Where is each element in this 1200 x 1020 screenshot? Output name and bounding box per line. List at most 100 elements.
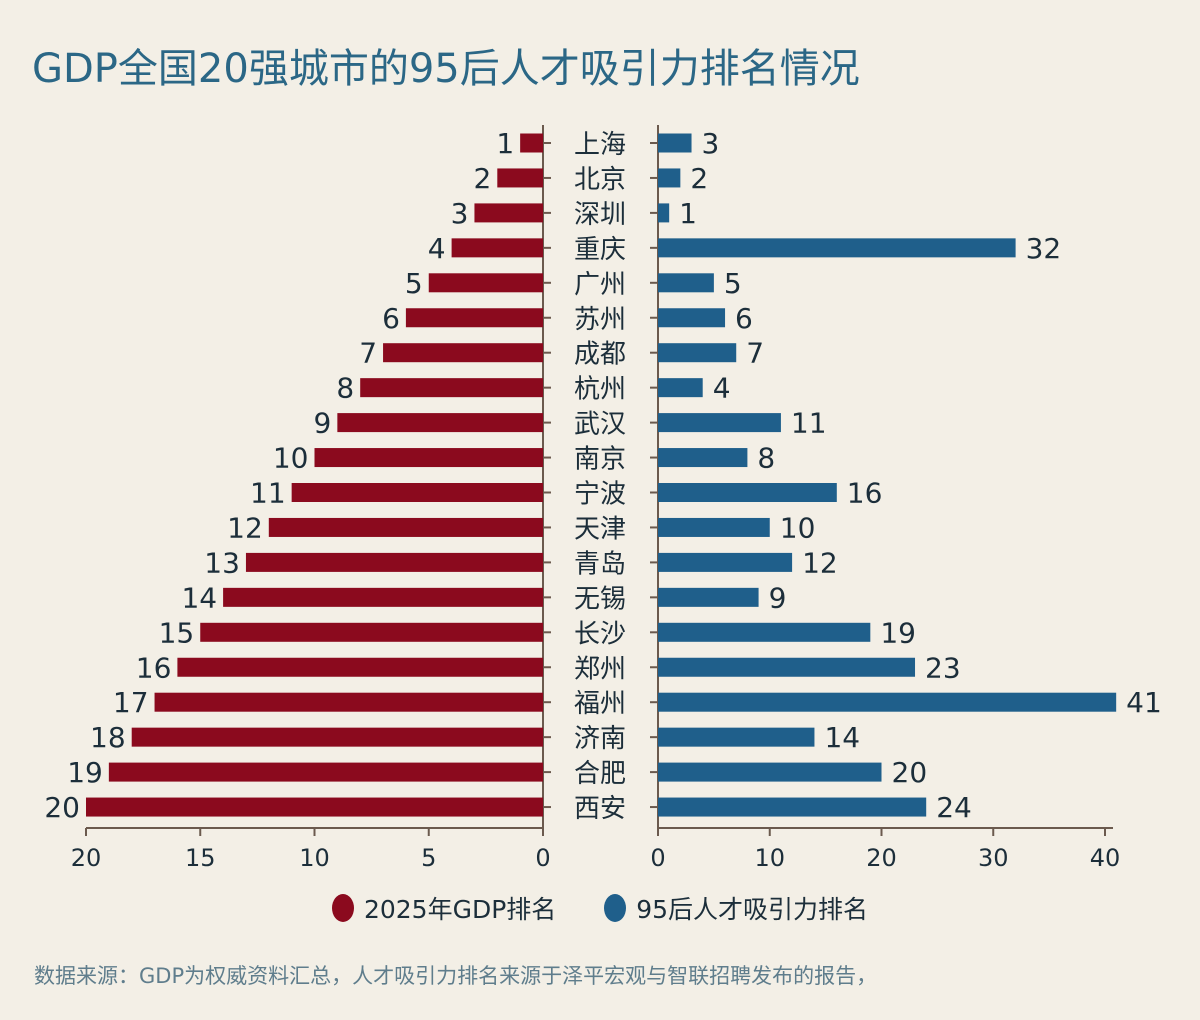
right-x-tick-label: 0 [650, 844, 665, 872]
gdp-data-label: 4 [428, 232, 446, 265]
gdp-data-label: 3 [451, 197, 469, 230]
gdp-bar [86, 797, 543, 817]
talent-bar [658, 273, 714, 293]
talent-bar [658, 797, 927, 817]
talent-bar [658, 238, 1016, 258]
talent-data-label: 3 [702, 127, 720, 160]
gdp-data-label: 11 [250, 477, 286, 510]
talent-data-label: 9 [769, 581, 787, 614]
gdp-data-label: 17 [113, 686, 149, 719]
gdp-bar [291, 483, 543, 502]
gdp-data-label: 19 [67, 756, 103, 789]
talent-bar [658, 587, 759, 607]
talent-bar [658, 413, 781, 433]
legend-label-gdp: 2025年GDP排名 [363, 895, 557, 924]
city-label: 成都 [574, 340, 626, 370]
gdp-bar [337, 413, 543, 433]
gdp-data-label: 15 [159, 616, 195, 649]
talent-data-label: 4 [713, 372, 731, 405]
city-label: 广州 [574, 270, 626, 300]
legend-label-talent: 95后人才吸引力排名 [636, 895, 869, 924]
talent-data-label: 32 [1026, 232, 1062, 265]
city-label: 宁波 [574, 480, 626, 510]
city-label: 青岛 [574, 549, 626, 579]
gdp-data-label: 7 [359, 337, 377, 370]
talent-data-label: 10 [780, 511, 816, 544]
source-note: 数据来源：GDP为权威资料汇总，人才吸引力排名来源于泽平宏观与智联招聘发布的报告… [34, 964, 878, 988]
talent-bar [658, 168, 681, 188]
legend-item-gdp: 2025年GDP排名 [331, 890, 557, 926]
right-x-tick-label: 20 [866, 844, 897, 872]
gdp-bar [314, 448, 543, 468]
city-label: 合肥 [574, 759, 626, 789]
city-label: 杭州 [574, 375, 626, 405]
talent-data-label: 24 [936, 791, 972, 824]
talent-bar [658, 552, 793, 572]
right-x-tick-label: 10 [754, 844, 785, 872]
city-label: 无锡 [574, 584, 626, 614]
talent-data-label: 41 [1126, 686, 1162, 719]
talent-bar [658, 378, 703, 398]
talent-data-label: 8 [757, 442, 775, 475]
talent-bar [658, 762, 882, 782]
talent-data-label: 7 [746, 337, 764, 370]
gdp-data-label: 14 [181, 581, 217, 614]
city-label: 西安 [574, 794, 626, 824]
legend-swatch-talent [604, 894, 627, 922]
right-x-tick-label: 40 [1090, 844, 1121, 872]
gdp-data-label: 16 [136, 651, 172, 684]
gdp-data-label: 1 [496, 127, 514, 160]
talent-bar [658, 657, 916, 677]
legend-item-talent: 95后人才吸引力排名 [604, 890, 868, 926]
gdp-data-label: 5 [405, 267, 423, 300]
gdp-data-label: 12 [227, 511, 263, 544]
talent-bar [658, 203, 670, 223]
left-x-tick-label: 0 [535, 844, 550, 872]
left-x-tick-label: 20 [71, 844, 102, 872]
gdp-data-label: 6 [382, 302, 400, 335]
talent-data-label: 14 [824, 721, 860, 754]
talent-data-label: 12 [802, 546, 838, 579]
city-label: 武汉 [574, 410, 626, 440]
left-x-tick-label: 15 [185, 844, 216, 872]
left-x-tick-label: 10 [299, 844, 330, 872]
gdp-bar [520, 133, 543, 153]
city-label: 苏州 [574, 305, 626, 335]
talent-data-label: 16 [847, 477, 883, 510]
gdp-data-label: 9 [314, 407, 332, 440]
talent-bar [658, 692, 1117, 712]
gdp-bar [108, 762, 543, 782]
city-label: 郑州 [574, 654, 626, 684]
gdp-bar [383, 343, 543, 363]
city-label: 深圳 [574, 200, 626, 230]
city-label: 上海 [574, 130, 626, 160]
talent-bar [658, 343, 737, 363]
chart-area: 1 上海 32 北京 23 深圳 14 重庆 325 广州 56 苏州 67 成都 78 杭州 49 武汉 1110… [44, 125, 1162, 872]
gdp-data-label: 13 [204, 546, 240, 579]
talent-bar [658, 483, 837, 502]
talent-data-label: 6 [735, 302, 753, 335]
gdp-bar [131, 727, 543, 747]
chart-title: GDP全国20强城市的95后人才吸引力排名情况 [32, 46, 860, 92]
city-label: 济南 [574, 724, 626, 754]
city-label: 天津 [574, 514, 626, 544]
talent-bar [658, 448, 748, 468]
gdp-bar [223, 587, 543, 607]
left-x-tick-label: 5 [421, 844, 436, 872]
talent-data-label: 2 [690, 162, 708, 195]
gdp-data-label: 18 [90, 721, 126, 754]
right-x-tick-label: 30 [978, 844, 1009, 872]
talent-data-label: 11 [791, 407, 827, 440]
gdp-bar [451, 238, 543, 258]
gdp-bar [177, 657, 543, 677]
talent-data-label: 20 [892, 756, 928, 789]
talent-bar [658, 517, 770, 537]
gdp-bar [497, 168, 543, 188]
talent-data-label: 19 [880, 616, 916, 649]
talent-bar [658, 622, 871, 642]
gdp-bar [428, 273, 543, 293]
gdp-bar [360, 378, 543, 398]
talent-bar [658, 727, 815, 747]
city-label: 北京 [574, 165, 626, 195]
legend: 2025年GDP排名 95后人才吸引力排名 [0, 890, 1200, 928]
